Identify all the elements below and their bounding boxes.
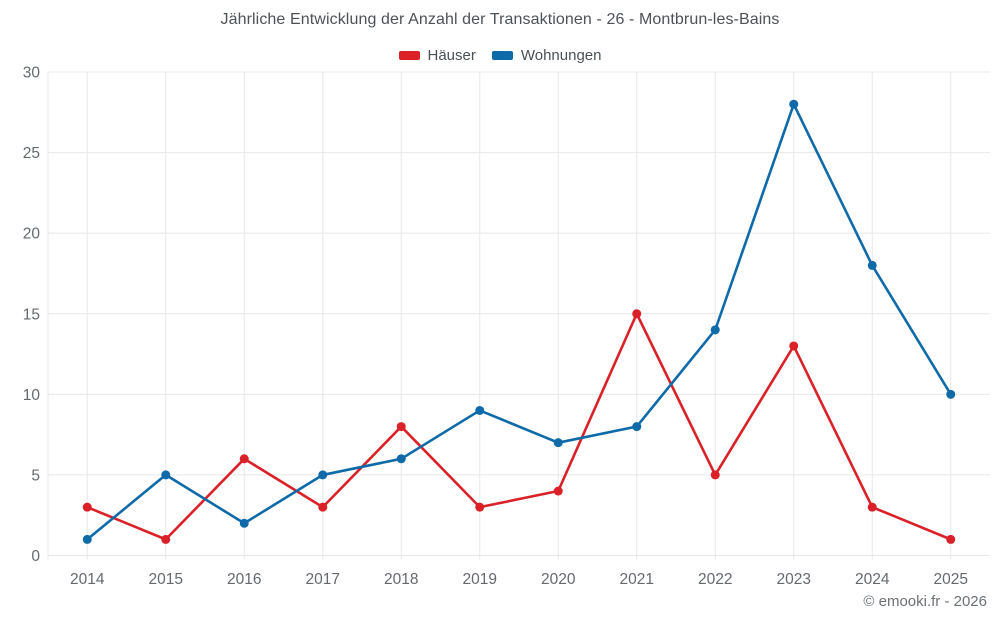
- data-point-haeuser-2017: [318, 502, 328, 512]
- data-point-wohnungen-2015: [161, 470, 171, 480]
- y-axis-tick-label: 20: [23, 226, 41, 243]
- x-axis-tick-label: 2016: [227, 571, 261, 588]
- data-point-wohnungen-2023: [789, 99, 799, 109]
- legend: Häuser Wohnungen: [0, 47, 1000, 64]
- data-point-wohnungen-2018: [396, 454, 406, 464]
- y-axis-tick-label: 30: [23, 65, 41, 82]
- data-point-haeuser-2025: [946, 534, 956, 544]
- data-point-wohnungen-2022: [710, 325, 720, 335]
- footer-credit: © emooki.fr - 2026: [863, 593, 987, 610]
- data-point-haeuser-2015: [161, 534, 171, 544]
- data-point-haeuser-2022: [710, 470, 720, 480]
- data-point-wohnungen-2017: [318, 470, 328, 480]
- legend-swatch-wohnungen: [491, 51, 513, 60]
- data-point-wohnungen-2019: [475, 405, 485, 415]
- data-point-wohnungen-2014: [82, 534, 92, 544]
- x-axis-tick-label: 2019: [463, 571, 497, 588]
- chart-title: Jährliche Entwicklung der Anzahl der Tra…: [220, 11, 780, 28]
- x-axis-tick-label: 2024: [855, 571, 890, 588]
- x-axis-tick-label: 2023: [777, 571, 811, 588]
- x-axis-tick-label: 2022: [698, 571, 732, 588]
- series-line-haeuser: [85, 312, 953, 541]
- data-point-wohnungen-2025: [946, 389, 956, 399]
- y-axis-tick-label: 0: [31, 548, 40, 565]
- x-axis-tick-label: 2021: [620, 571, 654, 588]
- data-point-haeuser-2018: [396, 422, 406, 432]
- series-line-wohnungen: [85, 102, 953, 541]
- x-axis-tick-label: 2025: [934, 571, 968, 588]
- y-axis-tick-label: 10: [23, 387, 41, 404]
- x-axis-tick-label: 2017: [306, 571, 340, 588]
- data-point-haeuser-2021: [632, 309, 642, 319]
- data-point-haeuser-2020: [553, 486, 563, 496]
- legend-label-wohnungen: Wohnungen: [520, 47, 602, 64]
- data-point-wohnungen-2016: [239, 518, 249, 528]
- data-point-wohnungen-2020: [553, 438, 563, 448]
- legend-item-haeuser[interactable]: Häuser: [398, 47, 476, 64]
- legend-label-haeuser: Häuser: [427, 47, 476, 64]
- y-axis-tick-label: 5: [31, 467, 40, 484]
- legend-item-wohnungen[interactable]: Wohnungen: [491, 47, 602, 64]
- data-point-wohnungen-2024: [867, 260, 877, 270]
- data-point-haeuser-2019: [475, 502, 485, 512]
- data-point-haeuser-2024: [867, 502, 877, 512]
- data-point-haeuser-2016: [239, 454, 249, 464]
- data-point-haeuser-2014: [82, 502, 92, 512]
- y-axis-tick-label: 25: [23, 145, 40, 162]
- data-point-haeuser-2023: [789, 341, 799, 351]
- x-axis-tick-label: 2014: [70, 571, 105, 588]
- x-axis-tick-label: 2020: [541, 571, 576, 588]
- y-axis-tick-label: 15: [23, 306, 40, 323]
- data-point-wohnungen-2021: [632, 422, 642, 432]
- x-axis-tick-label: 2015: [149, 571, 183, 588]
- x-axis-tick-label: 2018: [384, 571, 418, 588]
- legend-swatch-haeuser: [398, 51, 420, 60]
